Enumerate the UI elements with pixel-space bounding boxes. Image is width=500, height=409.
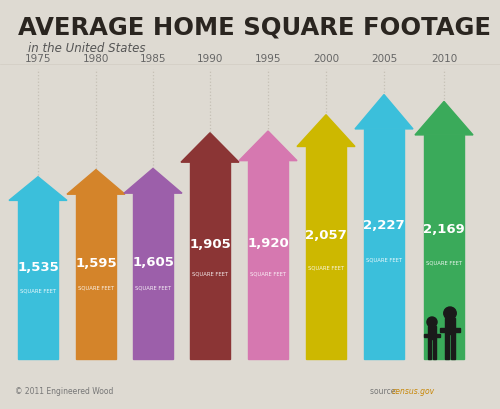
Text: SQUARE FEET: SQUARE FEET: [308, 265, 344, 270]
Text: 1,535: 1,535: [17, 261, 59, 274]
Bar: [436, 334, 440, 337]
Text: © 2011 Engineered Wood: © 2011 Engineered Wood: [15, 387, 114, 396]
Polygon shape: [239, 131, 297, 161]
Text: 1990: 1990: [197, 54, 223, 64]
Text: source:: source:: [370, 387, 400, 396]
Bar: [248, 161, 288, 359]
Bar: [433, 339, 436, 359]
Text: in the United States: in the United States: [28, 42, 146, 55]
Polygon shape: [297, 115, 355, 146]
Text: 1975: 1975: [25, 54, 52, 64]
Bar: [18, 200, 58, 359]
Bar: [451, 334, 455, 359]
Bar: [428, 339, 431, 359]
Text: 1980: 1980: [83, 54, 109, 64]
Text: SQUARE FEET: SQUARE FEET: [250, 271, 286, 276]
Text: SQUARE FEET: SQUARE FEET: [192, 272, 228, 277]
Text: SQUARE FEET: SQUARE FEET: [135, 285, 171, 290]
Text: SQUARE FEET: SQUARE FEET: [20, 288, 56, 293]
Text: SQUARE FEET: SQUARE FEET: [426, 260, 462, 265]
Circle shape: [444, 307, 456, 319]
Text: census.gov: census.gov: [392, 387, 435, 396]
Bar: [454, 328, 460, 332]
Text: 2000: 2000: [313, 54, 339, 64]
Bar: [190, 162, 230, 359]
Circle shape: [427, 317, 437, 327]
Bar: [424, 334, 428, 337]
Polygon shape: [67, 170, 125, 194]
Bar: [76, 194, 116, 359]
Text: 1,905: 1,905: [189, 238, 231, 252]
Polygon shape: [9, 177, 67, 200]
Text: 2005: 2005: [371, 54, 397, 64]
Text: 1,920: 1,920: [247, 238, 289, 250]
Text: 1,605: 1,605: [132, 256, 174, 269]
Bar: [133, 193, 173, 359]
Text: 1985: 1985: [140, 54, 166, 64]
Bar: [440, 328, 446, 332]
Bar: [306, 146, 346, 359]
Bar: [445, 334, 449, 359]
Bar: [364, 129, 404, 359]
Text: SQUARE FEET: SQUARE FEET: [366, 258, 402, 263]
Text: 2010: 2010: [431, 54, 457, 64]
Text: 2,227: 2,227: [363, 219, 405, 232]
Text: SQUARE FEET: SQUARE FEET: [78, 285, 114, 291]
Text: 2,169: 2,169: [423, 222, 465, 236]
Polygon shape: [355, 94, 413, 129]
Polygon shape: [415, 101, 473, 135]
Text: AVERAGE HOME SQUARE FOOTAGE: AVERAGE HOME SQUARE FOOTAGE: [18, 15, 491, 39]
Bar: [424, 135, 464, 359]
Text: 2,057: 2,057: [305, 229, 347, 242]
Text: 1,595: 1,595: [75, 257, 117, 270]
Bar: [428, 326, 436, 339]
Bar: [446, 319, 454, 334]
Text: 1995: 1995: [255, 54, 281, 64]
Polygon shape: [181, 133, 239, 162]
Polygon shape: [124, 169, 182, 193]
